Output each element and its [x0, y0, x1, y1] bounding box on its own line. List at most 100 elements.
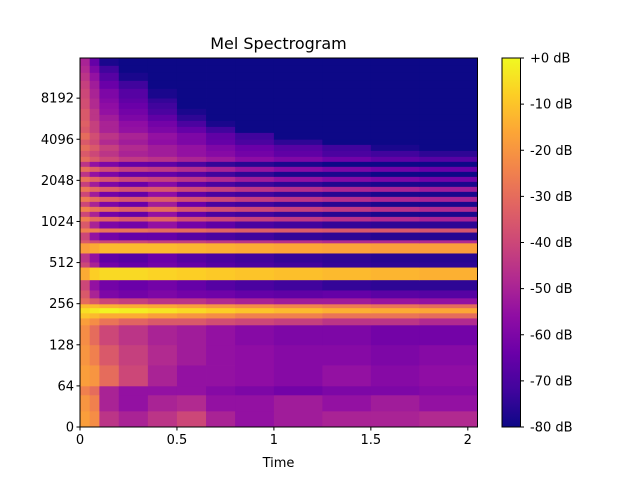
heatmap-cell	[273, 262, 323, 268]
colorbar-tick-label: -30 dB	[530, 190, 573, 205]
heatmap-cell	[235, 324, 275, 346]
heatmap-cell	[419, 297, 478, 305]
heatmap-cell	[235, 102, 275, 109]
heatmap-cell	[322, 181, 372, 187]
y-tick-label: 128	[49, 338, 74, 353]
heatmap-cell	[322, 307, 372, 314]
heatmap-cell	[118, 297, 149, 305]
heatmap-cell	[419, 290, 478, 299]
heatmap-cell	[206, 239, 236, 244]
heatmap-cell	[99, 297, 120, 305]
heatmap-cell	[370, 303, 420, 309]
heatmap-cell	[235, 65, 275, 73]
heatmap-cell	[99, 108, 120, 115]
heatmap-cell	[322, 72, 372, 81]
heatmap-cell	[147, 166, 178, 172]
heatmap-cell	[322, 216, 372, 222]
y-tick-label: 64	[57, 379, 74, 394]
heatmap-cell	[176, 108, 207, 115]
heatmap-cell	[235, 114, 275, 121]
heatmap-cell	[89, 318, 100, 326]
heatmap-cell	[147, 303, 178, 309]
heatmap-cell	[235, 228, 275, 233]
heatmap-cell	[147, 191, 178, 197]
heatmap-cell	[235, 267, 275, 281]
heatmap-cell	[419, 394, 478, 412]
heatmap-cell	[176, 211, 207, 217]
heatmap-cell	[176, 196, 207, 202]
heatmap-cell	[206, 166, 236, 172]
heatmap-cell	[118, 181, 149, 187]
heatmap-cell	[147, 228, 178, 233]
heatmap-cell	[206, 196, 236, 202]
heatmap-cell	[89, 65, 100, 73]
heatmap-cell	[118, 126, 149, 133]
heatmap-cell	[99, 394, 120, 412]
heatmap-cell	[118, 65, 149, 73]
heatmap-cell	[322, 221, 372, 229]
heatmap-cell	[206, 181, 236, 187]
heatmap-cell	[370, 221, 420, 229]
heatmap-cell	[235, 150, 275, 157]
heatmap-cell	[99, 161, 120, 167]
heatmap-cell	[419, 211, 478, 217]
heatmap-cell	[99, 144, 120, 151]
heatmap-cell	[89, 98, 100, 103]
heatmap-cell	[118, 144, 149, 151]
heatmap-cell	[322, 410, 372, 428]
heatmap-cell	[273, 410, 323, 428]
heatmap-cell	[99, 98, 120, 103]
heatmap-cell	[99, 290, 120, 299]
heatmap-cell	[80, 114, 91, 121]
heatmap-cell	[99, 166, 120, 172]
heatmap-cell	[89, 108, 100, 115]
heatmap-cell	[176, 239, 207, 244]
heatmap-cell	[147, 385, 178, 396]
heatmap-cell	[80, 156, 91, 162]
heatmap-cell	[370, 365, 420, 387]
heatmap-cell	[147, 98, 178, 103]
heatmap-cell	[176, 253, 207, 263]
heatmap-cell	[99, 114, 120, 121]
heatmap-cell	[99, 232, 120, 241]
heatmap-cell	[322, 297, 372, 305]
heatmap-cell	[147, 318, 178, 326]
heatmap-cell	[235, 365, 275, 387]
heatmap-cell	[176, 318, 207, 326]
heatmap-cell	[99, 120, 120, 127]
heatmap-cell	[419, 72, 478, 81]
heatmap-cell	[206, 102, 236, 109]
heatmap-cell	[370, 385, 420, 396]
heatmap-cell	[273, 201, 323, 207]
heatmap-cell	[273, 211, 323, 217]
heatmap-cell	[147, 80, 178, 89]
heatmap-cell	[322, 242, 372, 254]
heatmap-cell	[118, 279, 149, 291]
heatmap-cell	[235, 139, 275, 145]
heatmap-cell	[80, 80, 91, 89]
heatmap-cell	[80, 206, 91, 212]
heatmap-cell	[419, 206, 478, 212]
heatmap-cell	[176, 242, 207, 254]
heatmap-cell	[206, 98, 236, 103]
heatmap-cell	[176, 186, 207, 192]
heatmap-cell	[147, 139, 178, 145]
heatmap-cell	[419, 312, 478, 319]
heatmap-cell	[273, 58, 323, 66]
heatmap-cell	[322, 102, 372, 109]
heatmap-cell	[89, 120, 100, 127]
heatmap-cell	[147, 171, 178, 177]
heatmap-cell	[322, 239, 372, 244]
heatmap-cell	[273, 312, 323, 319]
heatmap-cell	[147, 242, 178, 254]
heatmap-cell	[322, 132, 372, 140]
heatmap-cell	[235, 318, 275, 326]
heatmap-cell	[80, 410, 91, 428]
heatmap-cell	[118, 239, 149, 244]
heatmap-cell	[99, 385, 120, 396]
heatmap-cell	[80, 267, 91, 281]
heatmap-cell	[322, 98, 372, 103]
heatmap-cell	[273, 65, 323, 73]
heatmap-cell	[118, 365, 149, 387]
heatmap-cell	[176, 279, 207, 291]
